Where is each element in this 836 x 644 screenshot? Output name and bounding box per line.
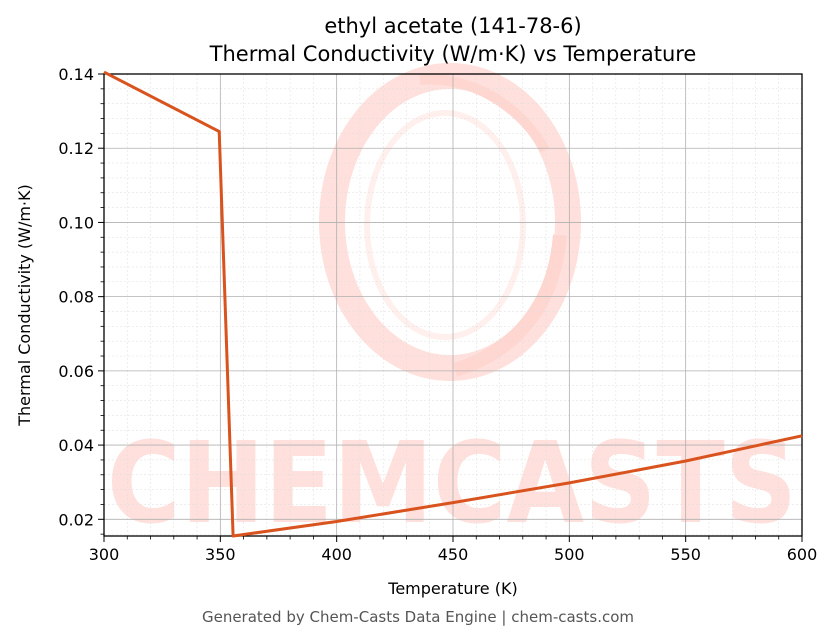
y-tick-label: 0.02 <box>58 510 94 529</box>
series-layer <box>103 70 803 538</box>
x-tick-label: 500 <box>554 545 585 564</box>
x-tick-label: 300 <box>89 545 120 564</box>
x-tick-label: 550 <box>670 545 701 564</box>
y-tick-label: 0.14 <box>58 65 94 84</box>
x-tick-label: 350 <box>205 545 236 564</box>
y-tick-label: 0.08 <box>58 288 94 307</box>
y-tick-label: 0.04 <box>58 436 94 455</box>
x-tick-label: 600 <box>787 545 818 564</box>
watermark-text: CHEMCASTS <box>107 419 797 549</box>
chart-title: ethyl acetate (141-78-6) <box>324 14 581 38</box>
x-axis-label: Temperature (K) <box>387 579 517 598</box>
chart-subtitle: Thermal Conductivity (W/m·K) vs Temperat… <box>209 42 697 66</box>
y-tick-label: 0.12 <box>58 139 94 158</box>
y-tick-label: 0.06 <box>58 362 94 381</box>
chemcasts-watermark: CHEMCASTS <box>107 63 797 549</box>
x-tick-label: 400 <box>321 545 352 564</box>
ticks: 300 350 400 450 500 550 600 0.02 0.04 0.06 0.08 0.1… <box>58 65 817 564</box>
y-axis-label: Thermal Conductivity (W/m·K) <box>15 184 34 427</box>
watermark-swirl-logo <box>319 63 581 381</box>
y-tick-label: 0.10 <box>58 213 94 232</box>
footer-credit: Generated by Chem-Casts Data Engine | ch… <box>201 608 635 626</box>
series-line <box>103 70 803 538</box>
x-tick-label: 450 <box>438 545 469 564</box>
